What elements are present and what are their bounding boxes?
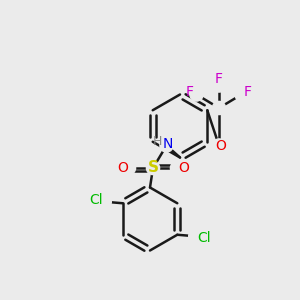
Text: F: F xyxy=(244,85,252,98)
Circle shape xyxy=(235,88,248,101)
Text: O: O xyxy=(215,139,226,152)
Text: F: F xyxy=(186,85,194,98)
Text: O: O xyxy=(117,161,128,175)
Circle shape xyxy=(122,161,136,175)
Text: H: H xyxy=(153,135,162,148)
Circle shape xyxy=(146,161,160,175)
Circle shape xyxy=(170,161,184,175)
Circle shape xyxy=(212,139,226,152)
Circle shape xyxy=(98,195,111,208)
Circle shape xyxy=(189,230,202,243)
Text: S: S xyxy=(148,160,158,175)
Circle shape xyxy=(212,101,226,115)
Text: Cl: Cl xyxy=(89,193,103,207)
Text: O: O xyxy=(178,161,189,175)
Text: N: N xyxy=(163,137,173,151)
Text: F: F xyxy=(215,72,223,86)
Circle shape xyxy=(212,79,226,92)
Text: Cl: Cl xyxy=(197,231,211,245)
Circle shape xyxy=(190,88,203,101)
Circle shape xyxy=(160,139,173,152)
